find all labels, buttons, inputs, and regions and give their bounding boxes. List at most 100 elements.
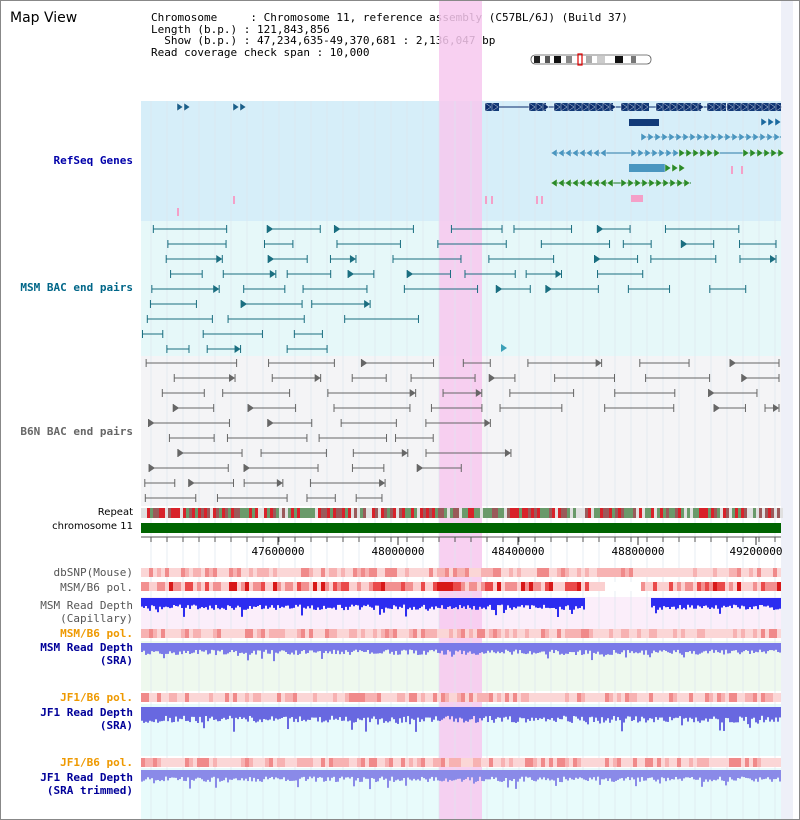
highlight-region[interactable] xyxy=(439,1,482,820)
jf1-trim-depth-bar xyxy=(589,770,591,778)
msm-pol-cell xyxy=(697,582,701,591)
repeat-block xyxy=(141,508,144,518)
msm-sra-depth-bar xyxy=(231,643,233,651)
msm-cap-depth-bar xyxy=(493,598,495,610)
msm-pol-sra-cell xyxy=(653,629,657,638)
repeat-block xyxy=(753,508,756,518)
jf1-pol-cell xyxy=(253,693,257,702)
jf1-pol-cell xyxy=(741,693,745,702)
repeat-block xyxy=(408,508,411,518)
msm-sra-depth-bar xyxy=(465,643,467,655)
repeat-block xyxy=(168,508,171,518)
axis-tick-label: 47600000 xyxy=(252,545,305,558)
jf1-trim-depth-bar xyxy=(395,770,397,781)
repeat-block xyxy=(381,508,384,518)
msm-pol-sra-cell xyxy=(725,629,729,638)
jf1-pol-cell xyxy=(701,693,705,702)
jf1-trim-depth-bar xyxy=(289,770,291,781)
dbsnp-cell xyxy=(753,568,757,577)
jf1-pol-trim-cell xyxy=(281,758,285,767)
msm-pol-cell xyxy=(593,582,597,591)
gene-arrow xyxy=(774,117,782,127)
msm-pol-cell xyxy=(525,582,529,591)
msm-pair-arrow xyxy=(268,255,275,263)
msm-bac-track[interactable] xyxy=(141,225,777,353)
jf1-pol-cell xyxy=(237,693,241,702)
jf1-sra-depth-bar xyxy=(541,707,543,719)
jf1-trim-depth-bar xyxy=(571,770,573,780)
gene-arrow xyxy=(775,102,783,112)
dbsnp-cell xyxy=(333,568,337,577)
msm-cap-depth-bar xyxy=(503,598,505,614)
repeat-block xyxy=(324,508,327,518)
msm-sra-depth-bar xyxy=(589,643,591,651)
msm-cap-depth-bar xyxy=(325,598,327,609)
gene-arrow xyxy=(767,117,775,127)
b6n-pair-arrow xyxy=(267,419,274,427)
msm-sra-depth-bar xyxy=(601,643,603,655)
jf1-pol-trim-cell xyxy=(497,758,501,767)
jf1-trim-depth-bar xyxy=(503,770,505,781)
jf1-sra-depth-bar xyxy=(267,707,269,721)
msm-cap-depth-bar xyxy=(429,598,431,609)
repeat-block xyxy=(726,508,729,518)
msm-sra-depth-bar xyxy=(765,643,767,654)
jf1-pol-cell xyxy=(705,693,709,702)
msm-pol-cell xyxy=(633,582,637,591)
msm-pol-sra-cell xyxy=(221,629,225,638)
gene-mark xyxy=(741,166,743,174)
repeat-block xyxy=(522,508,525,518)
jf1-sra-depth-bar xyxy=(317,707,319,722)
refseq-genes-track[interactable] xyxy=(176,102,785,216)
msm-sra-depth-bar xyxy=(405,643,407,651)
jf1-pol-trim-cell xyxy=(485,758,489,767)
msm-pol-sra-cell xyxy=(381,629,385,638)
msm-sra-depth-bar xyxy=(297,643,299,655)
repeat-block xyxy=(423,508,426,518)
jf1-sra-depth-bar xyxy=(483,707,485,718)
msm-sra-depth-bar xyxy=(347,643,349,652)
msm-sra-depth-bar xyxy=(349,643,351,655)
gene-arrow xyxy=(491,102,499,112)
jf1-pol-trim-cell xyxy=(269,758,273,767)
msm-sra-depth-bar xyxy=(501,643,503,653)
msm-sra-depth-bar xyxy=(237,643,239,656)
msm-pol-cell xyxy=(473,582,477,591)
jf1-trim-depth-bar xyxy=(199,770,201,778)
dbsnp-cell xyxy=(357,568,361,577)
jf1-sra-depth-bar xyxy=(607,707,609,719)
jf1-pol-cell xyxy=(713,693,717,702)
msm-pol-sra-cell xyxy=(593,629,597,638)
msm-pol-sra-cell xyxy=(145,629,149,638)
msm-sra-depth-bar xyxy=(377,643,379,654)
msm-pair-arrow xyxy=(348,270,355,278)
jf1-pol-trim-cell xyxy=(753,758,757,767)
dbsnp-cell xyxy=(417,568,421,577)
msm-pol-sra-cell xyxy=(561,629,565,638)
msm-pair-arrow xyxy=(496,285,503,293)
repeat-block xyxy=(486,508,489,518)
jf1-sra-depth-bar xyxy=(485,707,487,717)
msm-sra-depth-bar xyxy=(671,643,673,654)
gene-arrow xyxy=(571,178,579,188)
dbsnp-cell xyxy=(249,568,253,577)
gene-arrow xyxy=(183,102,191,112)
jf1-sra-depth-bar xyxy=(663,707,665,721)
msm-pol-cell xyxy=(701,582,705,591)
b6n-bac-track[interactable] xyxy=(144,359,780,502)
repeat-block xyxy=(621,508,624,518)
msm-pol-sra-cell xyxy=(169,629,173,638)
msm-pol-cell xyxy=(517,582,521,591)
jf1-sra-depth-bar xyxy=(187,707,189,721)
jf1-trim-depth-bar xyxy=(631,770,633,778)
msm-pair-arrow xyxy=(555,270,562,278)
jf1-trim-depth-bar xyxy=(693,770,695,780)
dbsnp-cell xyxy=(661,568,665,577)
gene-arrow xyxy=(777,148,785,158)
msm-sra-depth-bar xyxy=(709,643,711,652)
jf1-sra-depth-bar xyxy=(219,707,221,722)
jf1-pol-trim-cell xyxy=(153,758,157,767)
msm-sra-depth-bar xyxy=(429,643,431,651)
dbsnp-cell xyxy=(221,568,225,577)
